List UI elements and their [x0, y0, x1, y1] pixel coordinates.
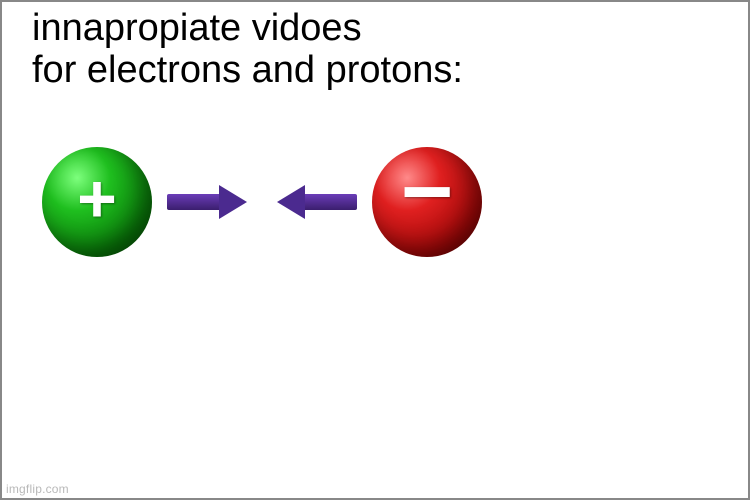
caption-line-2: for electrons and protons: — [32, 49, 463, 91]
arrow-right-icon — [167, 185, 247, 219]
arrow-left-icon — [277, 185, 357, 219]
caption-line-1: innapropiate vidoes — [32, 7, 362, 49]
proton-sphere: + — [42, 147, 152, 257]
charge-attraction-diagram: + − — [42, 132, 482, 272]
meme-caption: innapropiate vidoes for electrons and pr… — [32, 8, 718, 92]
minus-sign: − — [401, 147, 454, 237]
watermark: imgflip.com — [6, 482, 69, 496]
electron-sphere: − — [372, 147, 482, 257]
attraction-arrows — [152, 185, 372, 219]
plus-sign: + — [77, 165, 117, 233]
